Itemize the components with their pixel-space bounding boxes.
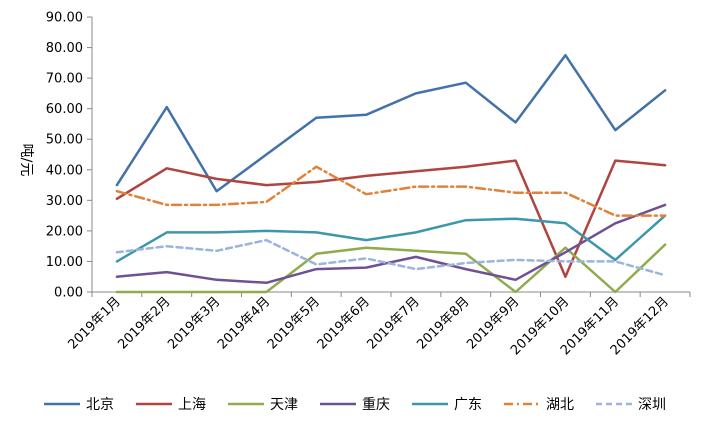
axes [87, 16, 691, 297]
x-tick-label: 2019年1月 [66, 294, 124, 352]
series-line-2 [115, 243, 667, 294]
y-tick-label: 30.00 [46, 194, 83, 209]
y-tick-label: 60.00 [46, 102, 83, 117]
x-tick-label: 2019年4月 [215, 294, 273, 352]
y-axis-title: 吨/元 [18, 144, 34, 177]
x-tick-label: 2019年7月 [365, 294, 423, 352]
legend: 北京 上海 天津 重庆 广东 湖北 深圳 [44, 397, 666, 413]
series-line-1 [115, 159, 667, 278]
series-line-3 [115, 203, 667, 285]
x-tick-label: 2019年3月 [165, 294, 223, 352]
y-tick-label: 80.00 [46, 41, 83, 56]
series-line-6 [115, 238, 667, 277]
series-lines [115, 53, 667, 294]
x-tick-label: 2019年2月 [115, 294, 173, 352]
y-tick-label: 90.00 [46, 11, 83, 26]
legend-label-1: 上海 [178, 397, 206, 413]
x-tick-label: 2019年5月 [265, 294, 323, 352]
x-tick-label: 2019年8月 [414, 294, 472, 352]
legend-label-5: 湖北 [546, 397, 574, 413]
legend-label-0: 北京 [86, 397, 114, 413]
series-line-0 [115, 53, 667, 193]
y-tick-label: 0.00 [54, 286, 83, 301]
legend-label-2: 天津 [270, 397, 298, 413]
x-tick-label: 2019年6月 [315, 294, 373, 352]
legend-label-6: 深圳 [638, 397, 666, 413]
y-tick-labels: 0.00 10.00 20.00 30.00 40.00 50.00 60.00 70.00 8… [46, 11, 83, 301]
y-tick-label: 70.00 [46, 72, 83, 87]
x-tick-labels: 2019年1月2019年2月2019年3月2019年4月2019年5月2019年… [66, 294, 672, 358]
y-tick-label: 10.00 [46, 255, 83, 270]
y-tick-label: 40.00 [46, 163, 83, 178]
series-line-5 [115, 165, 667, 217]
legend-label-4: 广东 [454, 397, 482, 413]
y-tick-label: 20.00 [46, 224, 83, 239]
y-tick-label: 50.00 [46, 133, 83, 148]
series-line-4 [115, 214, 667, 263]
legend-label-3: 重庆 [362, 397, 390, 413]
